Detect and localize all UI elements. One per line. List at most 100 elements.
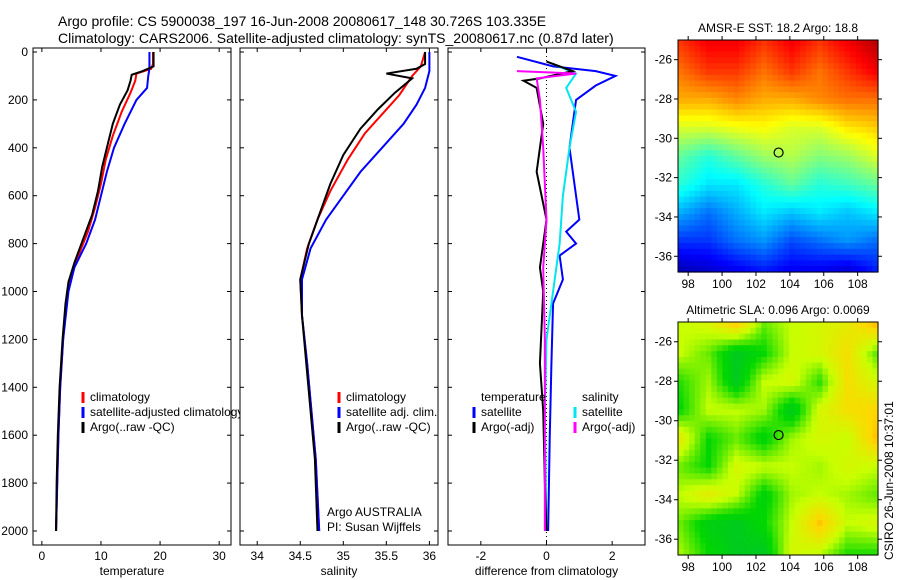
y-tick-label: 1000	[1, 285, 28, 299]
heatmap-cell	[855, 345, 862, 352]
heatmap-cell	[828, 403, 835, 410]
heatmap-cell	[761, 69, 768, 76]
heatmap-cell	[728, 109, 735, 116]
heatmap-cell	[844, 380, 851, 387]
heatmap-cell	[833, 208, 840, 215]
heatmap-cell	[800, 248, 807, 256]
heatmap-cell	[828, 132, 835, 140]
heatmap-cell	[839, 391, 846, 399]
heatmap-cell	[783, 185, 790, 192]
heatmap-cell	[711, 397, 718, 405]
heatmap-cell	[744, 219, 751, 227]
heatmap-cell	[789, 502, 796, 509]
heatmap-cell	[683, 266, 690, 273]
heatmap-cell	[811, 421, 818, 428]
heatmap-cell	[755, 438, 762, 445]
heatmap-cell	[861, 520, 868, 527]
heatmap-cell	[794, 208, 801, 215]
heatmap-cell	[711, 219, 718, 227]
heatmap-cell	[772, 322, 779, 329]
heatmap-cell	[733, 266, 740, 273]
heatmap-cell	[789, 485, 796, 492]
heatmap-cell	[811, 450, 818, 457]
heatmap-cell	[700, 549, 707, 556]
heatmap-cell	[733, 438, 740, 445]
heatmap-cell	[683, 455, 690, 463]
heatmap-cell	[783, 333, 790, 341]
y-tick-label: -36	[655, 532, 673, 546]
heatmap-cell	[822, 132, 829, 140]
heatmap-cell	[778, 40, 785, 47]
heatmap-cell	[750, 45, 757, 53]
heatmap-cell	[800, 254, 807, 261]
heatmap-cell	[794, 138, 801, 145]
heatmap-cell	[866, 45, 874, 53]
heatmap-cell	[811, 432, 818, 440]
heatmap-cell	[833, 40, 840, 47]
heatmap-cell	[772, 86, 779, 93]
heatmap-cell	[816, 219, 824, 227]
heatmap-cell	[722, 45, 729, 53]
heatmap-cell	[866, 525, 874, 533]
heatmap-cell	[761, 63, 768, 70]
heatmap-cell	[811, 243, 818, 250]
heatmap-cell	[839, 98, 846, 105]
heatmap-cell	[744, 179, 751, 186]
heatmap-cell	[789, 69, 796, 76]
heatmap-cell	[850, 345, 857, 352]
heatmap-cell	[844, 92, 851, 99]
y-tick-label: -32	[655, 453, 673, 467]
heatmap-cell	[872, 109, 879, 116]
heatmap-cell	[689, 351, 696, 358]
heatmap-cell	[794, 403, 801, 410]
heatmap-cell	[678, 327, 685, 335]
heatmap-cell	[872, 45, 879, 53]
heatmap-cell	[733, 415, 740, 422]
heatmap-cell	[766, 248, 774, 256]
heatmap-cell	[828, 103, 835, 111]
heatmap-cell	[800, 473, 807, 480]
heatmap-cell	[800, 266, 807, 273]
heatmap-cell	[733, 467, 740, 475]
heatmap-cell	[833, 225, 840, 232]
heatmap-cell	[844, 508, 851, 515]
heatmap-cell	[744, 438, 751, 445]
argo-location-marker	[773, 429, 784, 441]
heatmap-cell	[678, 461, 685, 469]
heatmap-cell	[716, 202, 724, 209]
heatmap-cell	[728, 121, 735, 128]
heatmap-cell	[766, 543, 774, 550]
heatmap-cell	[855, 185, 862, 192]
heatmap-cell	[805, 450, 812, 457]
heatmap-cell	[833, 543, 840, 550]
heatmap-cell	[705, 450, 712, 457]
heatmap-cell	[778, 51, 785, 58]
heatmap-cell	[855, 109, 862, 116]
heatmap-cell	[839, 80, 846, 87]
heatmap-cell	[750, 237, 757, 244]
heatmap-cell	[783, 368, 790, 376]
heatmap-cell	[733, 502, 740, 509]
heatmap-cell	[705, 237, 712, 244]
heatmap-cell	[755, 63, 762, 70]
heatmap-cell	[822, 109, 829, 116]
heatmap-cell	[811, 208, 818, 215]
heatmap-cell	[866, 508, 874, 515]
heatmap-cell	[711, 45, 718, 53]
heatmap-cell	[761, 537, 768, 544]
heatmap-cell	[716, 397, 724, 405]
heatmap-cell	[844, 333, 851, 341]
heatmap-cell	[733, 156, 740, 163]
heatmap-cell	[833, 426, 840, 434]
heatmap-cell	[861, 508, 868, 515]
heatmap-cell	[739, 415, 746, 422]
heatmap-cell	[839, 520, 846, 527]
heatmap-cell	[805, 549, 812, 556]
heatmap-cell	[711, 421, 718, 428]
heatmap-cell	[700, 473, 707, 480]
heatmap-cell	[850, 496, 857, 504]
series-line-salinity-argo-adj-	[516, 70, 577, 531]
heatmap-cell	[794, 386, 801, 393]
heatmap-cell	[794, 167, 801, 174]
heatmap-cell	[839, 485, 846, 492]
